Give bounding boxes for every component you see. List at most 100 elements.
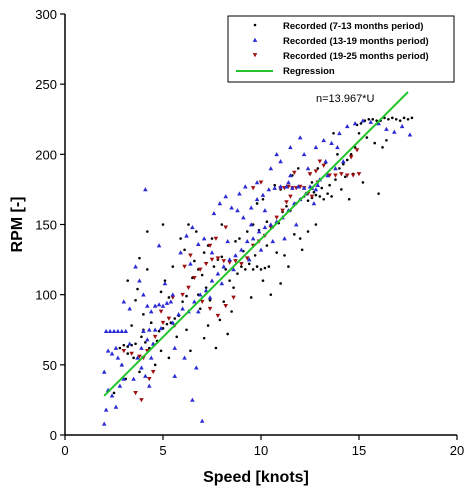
data-point — [274, 152, 279, 157]
data-point — [224, 268, 228, 271]
data-point — [165, 322, 169, 326]
data-point — [158, 326, 164, 331]
legend-label: Regression — [283, 66, 335, 77]
data-point — [248, 222, 254, 227]
data-point — [288, 145, 293, 150]
data-point — [207, 243, 213, 248]
data-point — [267, 265, 271, 268]
data-point — [305, 166, 311, 171]
data-point — [163, 279, 167, 282]
data-point — [406, 117, 410, 121]
data-point — [360, 118, 366, 123]
data-point — [220, 223, 224, 226]
data-point — [236, 272, 239, 275]
data-point — [231, 267, 236, 272]
data-point — [130, 324, 133, 327]
data-point — [333, 166, 338, 171]
plot-area: n=13.967*U — [101, 91, 414, 426]
data-point — [297, 135, 303, 140]
data-point — [410, 116, 414, 120]
data-point — [377, 192, 380, 195]
data-point — [185, 294, 188, 298]
data-point — [287, 265, 290, 268]
data-point — [132, 356, 135, 360]
data-point — [349, 153, 353, 156]
data-point — [115, 328, 121, 333]
x-tick-label: 5 — [159, 443, 166, 458]
data-point — [146, 383, 152, 388]
data-point — [223, 225, 229, 230]
data-point — [371, 117, 375, 121]
data-point — [293, 233, 296, 236]
legend-label: Recorded (7-13 months period) — [283, 21, 423, 32]
data-point — [284, 184, 289, 189]
data-point — [288, 194, 293, 199]
data-point — [118, 346, 122, 350]
data-point — [387, 117, 390, 121]
data-point — [270, 239, 276, 244]
data-point — [152, 334, 158, 340]
data-point — [197, 292, 203, 297]
data-point — [207, 295, 213, 300]
data-point — [241, 215, 246, 220]
data-point — [284, 200, 289, 205]
data-point — [161, 223, 165, 226]
data-point — [160, 303, 166, 308]
data-point — [199, 299, 205, 304]
data-point — [189, 349, 192, 353]
regression-line — [103, 91, 409, 397]
legend-item: Recorded (13-19 months period) — [252, 36, 429, 47]
data-point — [320, 186, 324, 190]
data-point — [253, 254, 257, 257]
legend-label: Recorded (13-19 months period) — [283, 36, 429, 47]
y-tick-label: 100 — [35, 288, 57, 303]
data-point — [146, 327, 152, 332]
data-point — [152, 303, 158, 308]
data-point — [109, 393, 115, 398]
data-point — [314, 223, 318, 226]
data-point — [352, 121, 358, 126]
data-point — [330, 195, 333, 198]
data-point — [237, 191, 242, 196]
data-point — [247, 262, 251, 266]
data-point — [221, 264, 227, 269]
data-point — [354, 148, 360, 153]
data-point — [137, 354, 142, 359]
data-point — [184, 233, 189, 238]
data-point — [156, 302, 162, 307]
data-point — [109, 351, 115, 356]
data-point — [200, 273, 204, 277]
data-point — [186, 285, 191, 290]
data-point — [209, 250, 215, 255]
data-point — [183, 248, 186, 252]
data-point — [255, 265, 259, 268]
data-point — [162, 281, 168, 286]
data-point — [333, 173, 338, 178]
data-point — [337, 130, 342, 136]
data-point — [384, 126, 389, 131]
data-point — [222, 300, 226, 303]
data-point — [240, 265, 243, 268]
data-point — [261, 197, 265, 201]
data-point — [292, 170, 297, 175]
data-point — [342, 162, 345, 166]
data-point — [126, 352, 130, 355]
data-point — [391, 116, 394, 120]
data-point — [217, 201, 223, 206]
data-point — [212, 265, 216, 268]
data-point — [197, 267, 203, 272]
data-point — [153, 363, 157, 367]
data-point — [220, 255, 224, 259]
data-point — [315, 182, 321, 188]
legend-marker — [252, 37, 258, 42]
data-point — [311, 201, 317, 206]
data-point — [134, 298, 137, 302]
y-tick-label: 150 — [35, 218, 57, 233]
data-point — [195, 230, 198, 233]
data-point — [133, 391, 138, 396]
data-point — [338, 167, 341, 170]
data-point — [150, 370, 156, 375]
data-point — [170, 295, 176, 300]
data-point — [215, 256, 221, 261]
data-point — [285, 204, 288, 208]
